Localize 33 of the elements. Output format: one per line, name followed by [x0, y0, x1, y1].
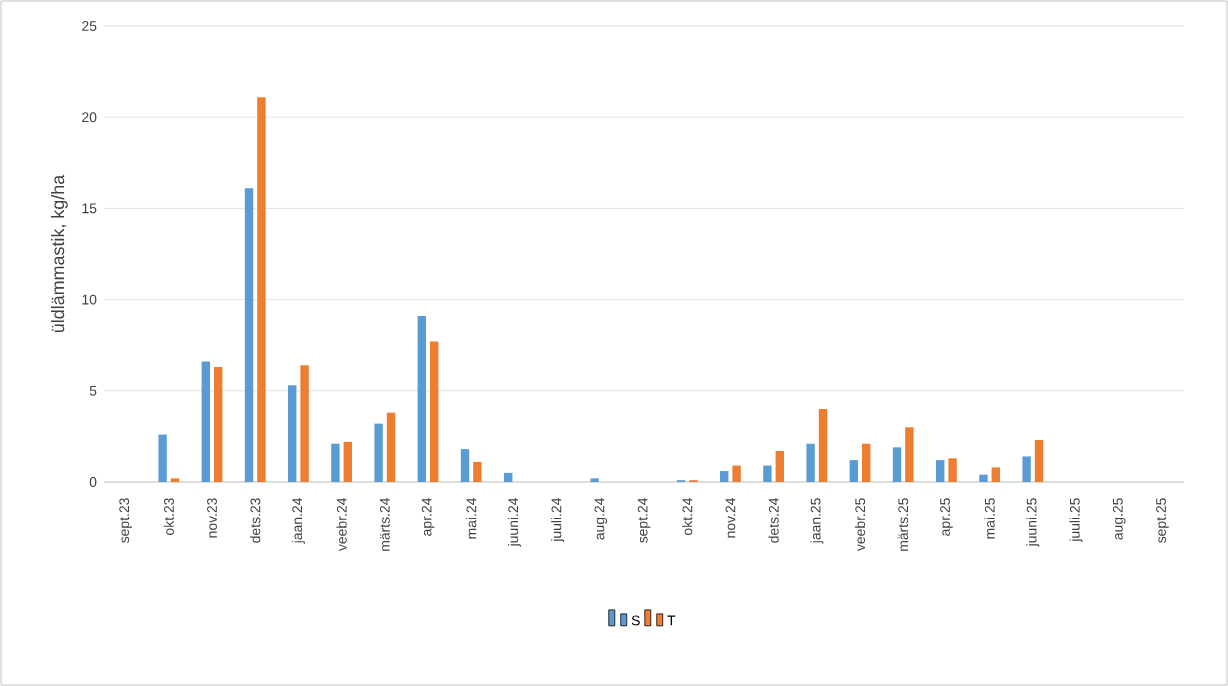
bar [460, 449, 470, 482]
bar [158, 434, 167, 482]
bar [417, 316, 427, 482]
bar [905, 427, 914, 482]
bar [862, 443, 871, 482]
bar [849, 460, 859, 482]
bar [213, 367, 223, 482]
bar [936, 460, 945, 482]
bar [374, 423, 383, 482]
bar [473, 461, 482, 482]
bar [763, 465, 772, 482]
bar [1022, 456, 1031, 482]
bar [331, 443, 340, 482]
bar [288, 385, 297, 482]
bar [257, 97, 266, 482]
bar [201, 361, 211, 482]
bar [504, 472, 513, 482]
bar [429, 341, 439, 482]
bar [775, 450, 784, 482]
bar [343, 441, 352, 482]
bar [892, 447, 902, 482]
bar [818, 409, 828, 482]
bar [991, 467, 1000, 482]
bar [300, 365, 309, 482]
y-axis-title: üldlämmastik, kg/ha [51, 174, 68, 333]
bar [1034, 440, 1044, 482]
bar [806, 443, 815, 482]
bar [244, 188, 254, 482]
bar [948, 458, 957, 482]
bar [979, 474, 988, 482]
bar [720, 471, 729, 482]
bar [386, 412, 396, 482]
bar [732, 465, 741, 482]
